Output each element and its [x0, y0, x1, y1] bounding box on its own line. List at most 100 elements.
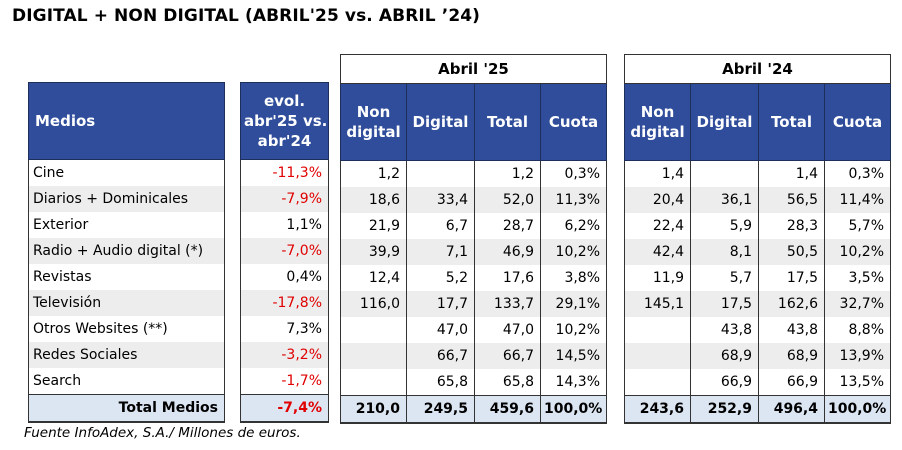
table-row: 43,8 43,8 8,8% — [624, 317, 892, 343]
total-value: 50,5 — [758, 239, 825, 265]
table-row: 0,4% — [240, 264, 329, 290]
evolution-value: -3,2% — [240, 342, 329, 368]
evolution-header-line2: abr'25 vs. — [244, 112, 328, 130]
medio-label: Redes Sociales — [28, 342, 225, 368]
digital-value: 68,9 — [690, 343, 759, 369]
cuota-value: 11,4% — [823, 187, 892, 213]
table-row: 68,9 68,9 13,9% — [624, 343, 892, 369]
digital-value: 17,5 — [690, 291, 759, 317]
table-row: 42,4 8,1 50,5 10,2% — [624, 239, 892, 265]
cuota-value: 3,5% — [823, 265, 892, 291]
evolution-table: evol. abr'25 vs. abr'24 -11,3% -7,9% 1,1% -… — [240, 82, 329, 423]
digital-header-25: Digital — [406, 83, 475, 161]
evolution-value: 1,1% — [240, 212, 329, 238]
total-value: 65,8 — [474, 369, 541, 396]
total-value: 52,0 — [474, 187, 541, 213]
non-digital-value: 39,9 — [340, 239, 407, 265]
period-header-25: Abril '25 — [339, 54, 608, 84]
table-row: 18,6 33,4 52,0 11,3% — [340, 187, 608, 213]
total-header-24: Total — [758, 83, 825, 161]
evolution-value: -7,9% — [240, 186, 329, 212]
evolution-value: -17,8% — [240, 290, 329, 316]
table-row: 47,0 47,0 10,2% — [340, 317, 608, 343]
total-value: 17,5 — [758, 265, 825, 291]
cuota-value: 14,5% — [539, 343, 608, 369]
table-row: 65,8 65,8 14,3% — [340, 369, 608, 396]
table-row: 11,9 5,7 17,5 3,5% — [624, 265, 892, 291]
non-digital-value: 22,4 — [624, 213, 691, 239]
digital-value: 36,1 — [690, 187, 759, 213]
non-digital-value: 12,4 — [340, 265, 407, 291]
total-value: 28,3 — [758, 213, 825, 239]
table-row: 1,4 1,4 0,3% — [624, 160, 892, 187]
total-value: 46,9 — [474, 239, 541, 265]
cuota-value: 13,5% — [823, 369, 892, 396]
digital-value — [406, 160, 475, 187]
non-digital-value: 42,4 — [624, 239, 691, 265]
medio-label: Diarios + Dominicales — [28, 186, 225, 212]
total-value: 66,9 — [758, 369, 825, 396]
cuota-value: 5,7% — [823, 213, 892, 239]
digital-header-24: Digital — [690, 83, 759, 161]
total-value: 17,6 — [474, 265, 541, 291]
table-row: 243,6 252,9 496,4 100,0% — [624, 395, 892, 424]
table-row: -1,7% — [240, 368, 329, 395]
table-row: Diarios + Dominicales — [28, 186, 225, 212]
table-row: 39,9 7,1 46,9 10,2% — [340, 239, 608, 265]
total-value: 1,2 — [474, 160, 541, 187]
digital-value: 33,4 — [406, 187, 475, 213]
cuota-value: 10,2% — [539, 239, 608, 265]
table-row: 22,4 5,9 28,3 5,7% — [624, 213, 892, 239]
medio-label: Revistas — [28, 264, 225, 290]
digital-value: 249,5 — [406, 395, 475, 424]
non-digital-value — [624, 369, 691, 396]
evolution-value: 7,3% — [240, 316, 329, 342]
abril-25-table: Abril '25 Non digital Digital Total Cuota… — [339, 54, 608, 424]
table-row: Exterior — [28, 212, 225, 238]
total-value: 162,6 — [758, 291, 825, 317]
cuota-value: 100,0% — [539, 395, 608, 424]
non-digital-value: 1,4 — [624, 160, 691, 187]
evolution-value: -7,0% — [240, 238, 329, 264]
table-row: 116,0 17,7 133,7 29,1% — [340, 291, 608, 317]
cuota-value: 29,1% — [539, 291, 608, 317]
cuota-value: 11,3% — [539, 187, 608, 213]
cuota-value: 10,2% — [539, 317, 608, 343]
medio-label: Cine — [28, 159, 225, 186]
page-title: DIGITAL + NON DIGITAL (ABRIL'25 vs. ABRI… — [12, 6, 481, 26]
non-digital-value: 145,1 — [624, 291, 691, 317]
digital-value: 65,8 — [406, 369, 475, 396]
non-digital-value — [340, 369, 407, 396]
period-header-24: Abril '24 — [623, 54, 892, 84]
total-value: 43,8 — [758, 317, 825, 343]
cuota-value: 3,8% — [539, 265, 608, 291]
evolution-value: 0,4% — [240, 264, 329, 290]
medio-label: Total Medios — [28, 394, 225, 423]
digital-value: 8,1 — [690, 239, 759, 265]
digital-value: 17,7 — [406, 291, 475, 317]
evolution-header-line3: abr'24 — [257, 132, 312, 150]
non-digital-value: 21,9 — [340, 213, 407, 239]
cuota-value: 8,8% — [823, 317, 892, 343]
digital-value: 66,7 — [406, 343, 475, 369]
table-row: 7,3% — [240, 316, 329, 342]
table-row: Otros Websites (**) — [28, 316, 225, 342]
table-row: -17,8% — [240, 290, 329, 316]
total-value: 459,6 — [474, 395, 541, 424]
table-row: 145,1 17,5 162,6 32,7% — [624, 291, 892, 317]
table-row: Redes Sociales — [28, 342, 225, 368]
total-value: 47,0 — [474, 317, 541, 343]
digital-value: 252,9 — [690, 395, 759, 424]
total-value: 56,5 — [758, 187, 825, 213]
table-row: 1,1% — [240, 212, 329, 238]
total-value: 133,7 — [474, 291, 541, 317]
non-digital-value — [624, 343, 691, 369]
total-value: 68,9 — [758, 343, 825, 369]
digital-value: 6,7 — [406, 213, 475, 239]
table-row: Search — [28, 368, 225, 395]
table-row: 20,4 36,1 56,5 11,4% — [624, 187, 892, 213]
non-digital-value — [624, 317, 691, 343]
table-row: 66,9 66,9 13,5% — [624, 369, 892, 396]
non-digital-value — [340, 317, 407, 343]
table-row: -7,4% — [240, 394, 329, 423]
